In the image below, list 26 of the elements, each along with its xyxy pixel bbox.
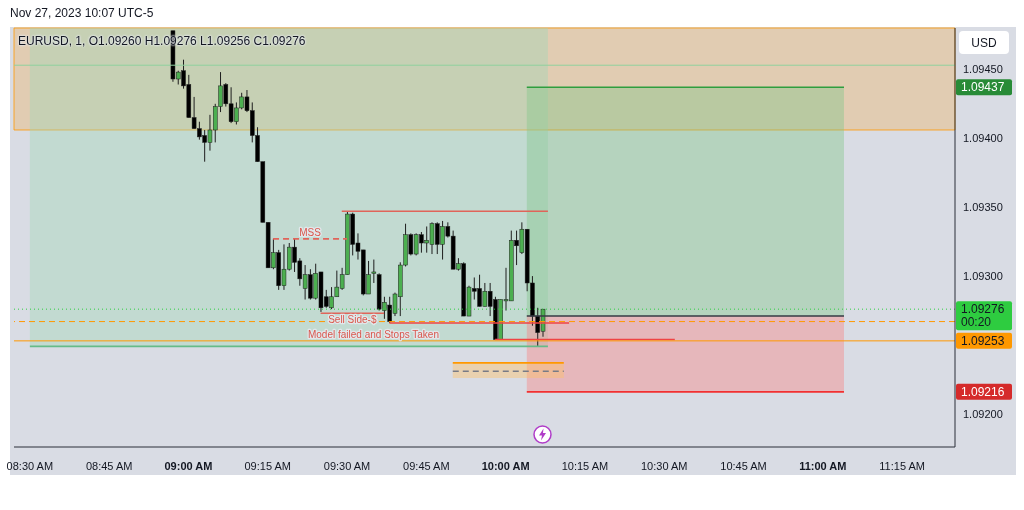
- y-tick-label: 1.09437: [961, 80, 1005, 95]
- annotation: Model failed and Stops Taken: [307, 328, 439, 340]
- text: Nov 27, 2023 10:07 UTC-5: [10, 6, 154, 20]
- x-tick-label: 09:15 AM: [244, 460, 291, 472]
- y-tick-label: 1.09400: [963, 132, 1003, 145]
- x-tick-label: 11:00 AM: [799, 460, 847, 472]
- x-tick-label: 10:45 AM: [720, 460, 767, 472]
- y-tick-label: 1.09350: [963, 201, 1003, 214]
- y-tick-label: 1.09216: [961, 385, 1005, 400]
- ref-line-label: 1.09276 00:20: [961, 302, 1005, 330]
- ref-line-label: 1.09253: [961, 334, 1005, 349]
- annotation: MSS: [299, 226, 322, 238]
- y-axis-title: USD: [959, 31, 1009, 54]
- x-tick-label: 09:00 AM: [164, 460, 213, 472]
- x-tick-label: 11:15 AM: [879, 460, 925, 472]
- x-tick-label: 10:00 AM: [481, 460, 530, 472]
- candlestick: [371, 259, 377, 284]
- x-tick-label: 08:30 AM: [6, 460, 54, 472]
- x-tick-label: 10:30 AM: [641, 460, 688, 472]
- x-tick-label: 10:15 AM: [561, 460, 609, 472]
- y-tick-label: 1.09450: [963, 63, 1003, 76]
- y-tick-label: 1.09200: [963, 407, 1003, 420]
- x-tick-label: 08:45 AM: [85, 460, 133, 472]
- y-tick-label: 1.09300: [963, 269, 1003, 282]
- x-tick-label: 09:30 AM: [323, 460, 371, 472]
- x-tick-label: 09:45 AM: [403, 460, 450, 472]
